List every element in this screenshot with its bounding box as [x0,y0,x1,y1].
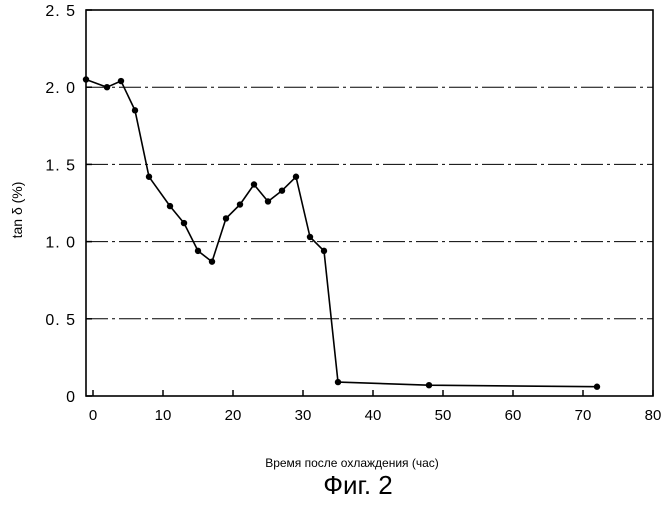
y-tick-label: 1. 0 [45,235,76,252]
data-point [335,379,341,385]
data-point [118,78,124,84]
data-point [307,234,313,240]
data-point [181,220,187,226]
figure-caption: Фиг. 2 [323,470,393,500]
data-point [594,384,600,390]
data-point [426,382,432,388]
data-point [146,174,152,180]
data-point [251,181,257,187]
y-tick-label: 2. 0 [45,80,76,97]
data-point [104,84,110,90]
data-point [195,248,201,254]
x-tick-label: 20 [225,407,242,424]
x-tick-label: 80 [645,407,662,424]
series-line [86,80,597,387]
data-point [209,258,215,264]
plot-frame [86,10,653,396]
x-tick-label: 0 [89,407,97,424]
data-point [279,187,285,193]
x-tick-label: 50 [435,407,452,424]
x-tick-label: 60 [505,407,522,424]
data-point [321,248,327,254]
data-point [265,198,271,204]
data-point [293,174,299,180]
data-point [83,76,89,82]
x-tick-label: 70 [575,407,592,424]
x-axis-label: Время после охлаждения (час) [265,456,439,470]
y-tick-label: 1. 5 [45,157,76,174]
data-point [132,107,138,113]
y-axis-label: tan δ (%) [9,182,25,239]
data-point [237,201,243,207]
y-tick-label: 0 [66,389,76,406]
x-tick-label: 40 [365,407,382,424]
x-tick-label: 30 [295,407,312,424]
x-tick-labels: 0 10 20 30 40 50 60 70 80 [89,407,662,424]
data-point [167,203,173,209]
y-tick-label: 2. 5 [45,3,76,20]
grid-lines [86,87,653,319]
x-tick-label: 10 [155,407,172,424]
data-series [83,76,600,390]
y-tick-labels: 0 0. 5 1. 0 1. 5 2. 0 2. 5 [45,3,76,406]
axes [86,10,653,396]
data-point [223,215,229,221]
y-tick-label: 0. 5 [45,312,76,329]
